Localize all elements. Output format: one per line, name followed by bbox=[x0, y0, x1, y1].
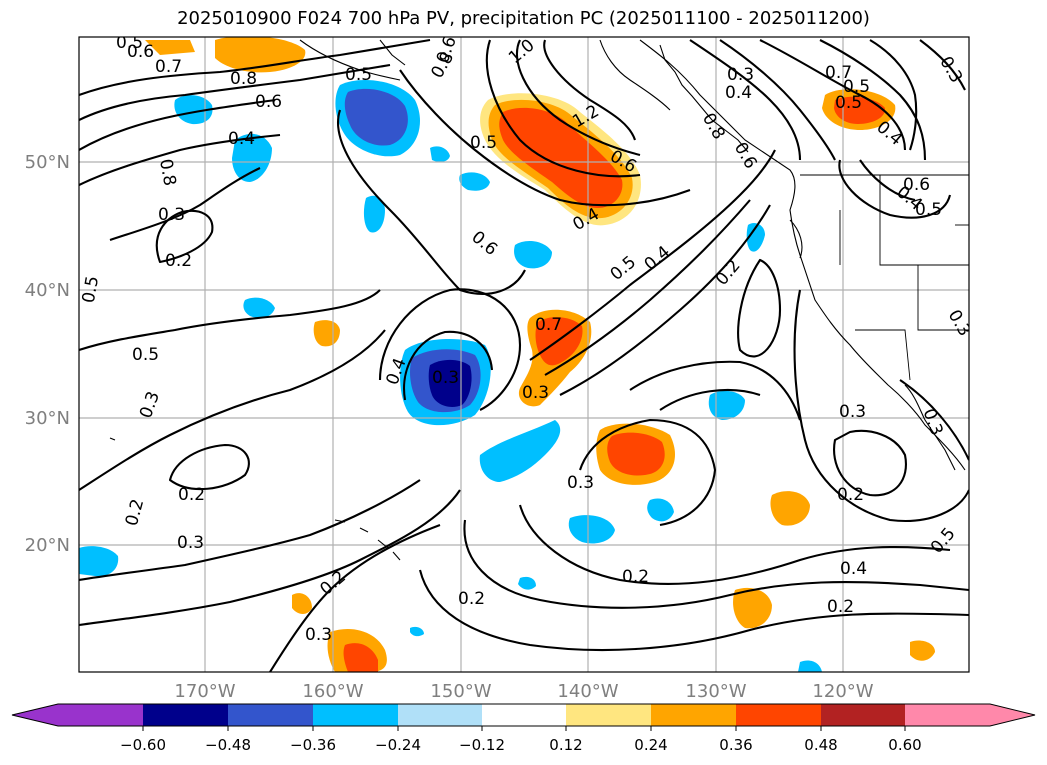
contour-label: 0.3 bbox=[522, 383, 549, 403]
contour-label: 0.7 bbox=[535, 315, 562, 335]
contour-label: 0.5 bbox=[345, 65, 372, 85]
contour-label: 0.3 bbox=[567, 473, 594, 493]
colorbar-segment bbox=[566, 704, 651, 726]
contour-label: 0.3 bbox=[727, 65, 754, 85]
contour-label: 0.2 bbox=[178, 485, 205, 505]
colorbar-tick-label: 0.24 bbox=[634, 736, 667, 754]
graticule bbox=[79, 37, 969, 672]
map-title: 2025010900 F024 700 hPa PV, precipitatio… bbox=[177, 8, 870, 29]
contour-label: 0.3 bbox=[158, 205, 185, 225]
map-frame bbox=[78, 36, 970, 673]
colorbar: −0.60 −0.48 −0.36 −0.24 −0.12 0.12 0.24 … bbox=[11, 703, 1036, 754]
contour-label: 0.5 bbox=[835, 93, 862, 113]
contour-label: 0.8 bbox=[230, 69, 257, 89]
longitude-labels: 170°W 160°W 150°W 140°W 130°W 120°W bbox=[174, 681, 873, 702]
contour-label: 0.5 bbox=[843, 77, 870, 97]
colorbar-segment bbox=[482, 704, 566, 726]
contour-label: 0.5 bbox=[79, 275, 103, 305]
precip-shading bbox=[79, 37, 935, 672]
contour-label: 0.6 bbox=[255, 92, 282, 112]
borders bbox=[800, 174, 969, 381]
lon-label: 120°W bbox=[812, 681, 873, 702]
colorbar-segment bbox=[228, 704, 313, 726]
contour-label: 0.4 bbox=[228, 129, 255, 149]
lon-label: 170°W bbox=[174, 681, 235, 702]
colorbar-tick-label: −0.48 bbox=[205, 736, 251, 754]
contour-label: 0.3 bbox=[177, 533, 204, 553]
contour-label: 0.2 bbox=[458, 589, 485, 609]
contour-label: 0.5 bbox=[915, 200, 942, 220]
colorbar-segment bbox=[821, 704, 905, 726]
colorbar-segment bbox=[398, 704, 482, 726]
contour-label: 0.2 bbox=[165, 251, 192, 271]
lon-label: 140°W bbox=[557, 681, 618, 702]
colorbar-segment bbox=[736, 704, 821, 726]
colorbar-segment bbox=[651, 704, 736, 726]
lat-label: 30°N bbox=[25, 408, 70, 429]
contour-label: 0.2 bbox=[827, 597, 854, 617]
contour-label: 0.5 bbox=[132, 345, 159, 365]
colorbar-segment bbox=[58, 704, 143, 726]
contour-label: 0.4 bbox=[725, 83, 752, 103]
lon-label: 150°W bbox=[430, 681, 491, 702]
colorbar-extend-low bbox=[12, 704, 58, 726]
contour-label: 0.3 bbox=[305, 625, 332, 645]
colorbar-ticks bbox=[142, 726, 906, 731]
coastlines bbox=[109, 39, 966, 561]
contour-label: 0.6 bbox=[903, 175, 930, 195]
pv-contours bbox=[79, 38, 969, 672]
lat-label: 40°N bbox=[25, 280, 70, 301]
lat-label: 50°N bbox=[25, 152, 70, 173]
colorbar-tick-label: 0.36 bbox=[719, 736, 752, 754]
colorbar-tick-label: −0.24 bbox=[375, 736, 421, 754]
contour-label: 0.5 bbox=[470, 133, 497, 153]
contour-label: 0.3 bbox=[839, 402, 866, 422]
contour-label: 0.2 bbox=[837, 485, 864, 505]
contour-label: 0.3 bbox=[432, 368, 459, 388]
colorbar-tick-label: −0.36 bbox=[290, 736, 336, 754]
contour-label: 0.8 bbox=[155, 157, 179, 187]
colorbar-tick-label: −0.12 bbox=[459, 736, 505, 754]
colorbar-extend-high bbox=[990, 704, 1035, 726]
contour-label: 0.2 bbox=[622, 567, 649, 587]
colorbar-segment bbox=[313, 704, 398, 726]
colorbar-segment bbox=[143, 704, 228, 726]
colorbar-tick-label: 0.12 bbox=[549, 736, 582, 754]
lat-label: 20°N bbox=[25, 535, 70, 556]
map-area: 0.5 0.6 0.7 0.8 0.6 0.4 0.8 0.3 0.2 0.5 … bbox=[79, 33, 969, 672]
colorbar-tick-label: −0.60 bbox=[120, 736, 166, 754]
lon-label: 130°W bbox=[685, 681, 746, 702]
contour-label: 0.6 bbox=[127, 42, 154, 62]
latitude-labels: 50°N 40°N 30°N 20°N bbox=[25, 152, 70, 556]
contour-label: 0.4 bbox=[840, 559, 867, 579]
contour-label: 0.5 bbox=[116, 33, 143, 53]
contour-label: 0.7 bbox=[825, 63, 852, 83]
colorbar-tick-label: 0.60 bbox=[888, 736, 921, 754]
lon-label: 160°W bbox=[302, 681, 363, 702]
colorbar-tick-label: 0.48 bbox=[804, 736, 837, 754]
contour-label: 0.7 bbox=[155, 57, 182, 77]
colorbar-segment bbox=[905, 704, 990, 726]
